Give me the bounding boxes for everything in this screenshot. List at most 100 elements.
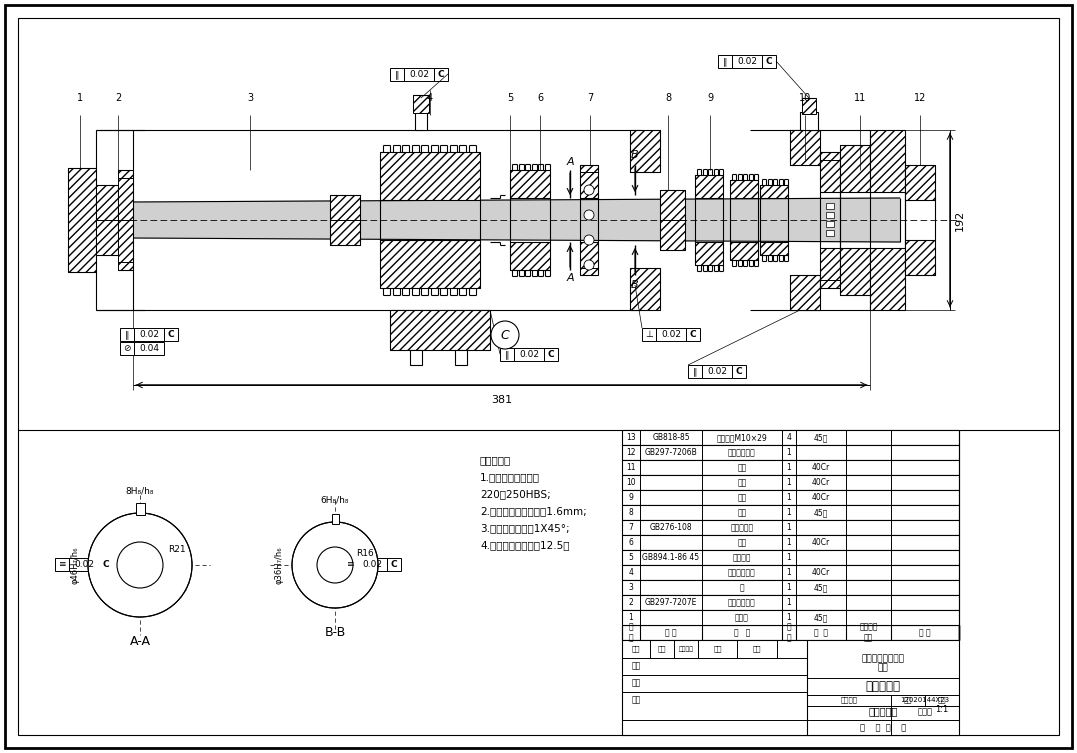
Text: C: C bbox=[689, 330, 697, 339]
Bar bbox=[514, 348, 544, 361]
Text: B: B bbox=[631, 150, 639, 160]
Text: 比例: 比例 bbox=[938, 697, 947, 703]
Text: 1: 1 bbox=[786, 613, 792, 622]
Bar bbox=[623, 520, 959, 535]
Text: 齿轮: 齿轮 bbox=[738, 478, 746, 487]
Bar bbox=[686, 328, 700, 341]
Bar bbox=[415, 110, 426, 130]
Bar bbox=[840, 145, 870, 192]
Text: 9: 9 bbox=[629, 493, 633, 502]
Text: 4: 4 bbox=[629, 568, 633, 577]
Text: 192: 192 bbox=[955, 209, 965, 230]
Text: 45鑰: 45鑰 bbox=[814, 583, 828, 592]
Bar bbox=[581, 165, 598, 172]
Text: C: C bbox=[501, 328, 509, 342]
Text: 11: 11 bbox=[854, 93, 866, 103]
Circle shape bbox=[117, 542, 163, 588]
Text: 2: 2 bbox=[629, 598, 633, 607]
Text: 10: 10 bbox=[799, 93, 811, 103]
Circle shape bbox=[491, 321, 519, 349]
Bar bbox=[581, 242, 598, 268]
Text: 4: 4 bbox=[786, 433, 792, 442]
Text: 数
量: 数 量 bbox=[786, 623, 792, 642]
Text: 中北大学信息商务: 中北大学信息商务 bbox=[862, 654, 905, 663]
Bar bbox=[695, 242, 723, 265]
Bar bbox=[390, 310, 490, 350]
Bar bbox=[118, 262, 132, 270]
Text: 2.未注明的圆角半径为1.6mm;: 2.未注明的圆角半径为1.6mm; bbox=[480, 506, 587, 516]
Bar bbox=[454, 350, 467, 365]
Bar bbox=[581, 268, 598, 275]
Text: 日期: 日期 bbox=[753, 645, 761, 652]
Text: 轴三装配图: 轴三装配图 bbox=[866, 679, 900, 693]
Bar bbox=[791, 130, 820, 165]
Bar bbox=[623, 535, 959, 550]
Text: ≡: ≡ bbox=[346, 560, 353, 569]
Bar bbox=[623, 625, 959, 640]
Text: 12: 12 bbox=[626, 448, 635, 457]
Text: 6: 6 bbox=[629, 538, 633, 547]
Text: 设计: 设计 bbox=[631, 661, 641, 670]
Bar bbox=[695, 175, 723, 198]
Text: A-A: A-A bbox=[129, 635, 151, 648]
Bar bbox=[581, 172, 598, 198]
Text: 8: 8 bbox=[665, 93, 671, 103]
Bar bbox=[404, 68, 434, 81]
Text: 轴: 轴 bbox=[740, 583, 744, 592]
Text: C: C bbox=[736, 367, 742, 376]
Text: 3: 3 bbox=[629, 583, 633, 592]
Text: 1: 1 bbox=[786, 493, 792, 502]
Text: C: C bbox=[766, 57, 772, 66]
Bar bbox=[760, 242, 788, 255]
Bar bbox=[791, 275, 820, 310]
Circle shape bbox=[317, 547, 353, 583]
Bar bbox=[623, 445, 959, 460]
Text: 9: 9 bbox=[707, 93, 713, 103]
Text: 学院: 学院 bbox=[878, 663, 889, 672]
Text: 220～250HBS;: 220～250HBS; bbox=[480, 489, 550, 499]
Text: 12020144X23: 12020144X23 bbox=[900, 697, 949, 703]
Bar bbox=[820, 248, 840, 280]
Text: 45鑰: 45鑰 bbox=[814, 433, 828, 442]
Text: 1: 1 bbox=[786, 568, 792, 577]
Text: ∥: ∥ bbox=[693, 367, 697, 376]
Text: 序
号: 序 号 bbox=[629, 623, 633, 642]
Text: 齿轮: 齿轮 bbox=[738, 463, 746, 472]
Bar bbox=[96, 220, 118, 255]
Text: 1: 1 bbox=[786, 478, 792, 487]
Bar bbox=[510, 170, 550, 198]
Bar bbox=[718, 55, 732, 68]
Text: ∥: ∥ bbox=[505, 350, 509, 359]
Text: 1.调质处理，硬度为: 1.调质处理，硬度为 bbox=[480, 472, 540, 482]
Bar bbox=[412, 95, 429, 113]
Text: 8H₈/h₈: 8H₈/h₈ bbox=[126, 486, 154, 495]
Text: 1: 1 bbox=[629, 613, 633, 622]
Text: 圆锥滚子轴承: 圆锥滚子轴承 bbox=[728, 598, 756, 607]
Text: 4.未注明的粗糙度为12.5。: 4.未注明的粗糙度为12.5。 bbox=[480, 540, 570, 550]
Bar bbox=[510, 242, 550, 270]
Circle shape bbox=[584, 210, 595, 220]
Bar bbox=[870, 248, 905, 310]
Bar bbox=[660, 190, 685, 220]
Text: 名   称: 名 称 bbox=[733, 628, 751, 637]
Bar bbox=[410, 350, 422, 365]
Text: 8: 8 bbox=[629, 508, 633, 517]
Text: 材  料: 材 料 bbox=[814, 628, 828, 637]
Bar bbox=[826, 230, 834, 236]
Text: 1: 1 bbox=[786, 598, 792, 607]
Text: B: B bbox=[631, 280, 639, 290]
Text: 11: 11 bbox=[626, 463, 635, 472]
Bar bbox=[826, 221, 834, 227]
Bar bbox=[500, 348, 514, 361]
Bar bbox=[55, 558, 69, 571]
Bar bbox=[623, 475, 959, 490]
Text: 弹性挡圈: 弹性挡圈 bbox=[732, 553, 752, 562]
Text: 轴承盖: 轴承盖 bbox=[736, 613, 749, 622]
Bar bbox=[332, 514, 338, 524]
Text: 1: 1 bbox=[786, 463, 792, 472]
Text: R21: R21 bbox=[168, 545, 185, 554]
Text: C: C bbox=[168, 330, 174, 339]
Text: 三联滑移齿轮: 三联滑移齿轮 bbox=[728, 568, 756, 577]
Bar bbox=[434, 68, 448, 81]
Bar bbox=[730, 242, 758, 260]
